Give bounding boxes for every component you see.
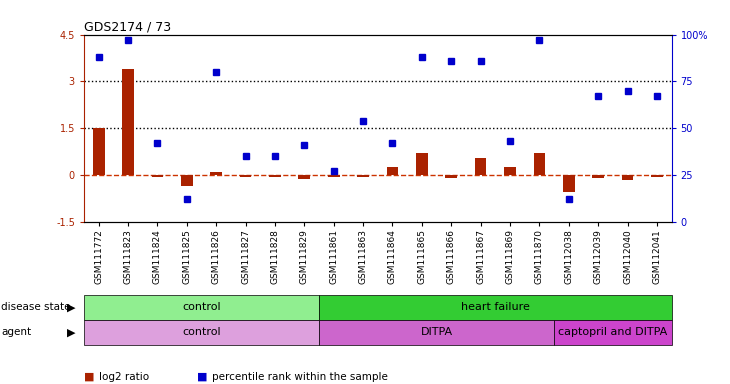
Text: ■: ■ xyxy=(197,372,207,382)
Text: ▶: ▶ xyxy=(66,302,75,313)
Bar xyxy=(181,175,193,186)
Text: disease state: disease state xyxy=(1,302,71,313)
Bar xyxy=(504,167,516,175)
Text: captopril and DITPA: captopril and DITPA xyxy=(558,327,667,338)
Text: agent: agent xyxy=(1,327,31,338)
Text: control: control xyxy=(182,302,220,313)
Bar xyxy=(84,295,319,320)
Bar xyxy=(554,320,672,345)
Bar xyxy=(93,128,104,175)
Bar xyxy=(84,320,319,345)
Text: ▶: ▶ xyxy=(66,327,75,338)
Bar xyxy=(269,175,281,177)
Bar xyxy=(357,175,369,177)
Bar xyxy=(299,175,310,179)
Bar xyxy=(563,175,575,192)
Text: percentile rank within the sample: percentile rank within the sample xyxy=(212,372,388,382)
Bar xyxy=(651,175,663,177)
Text: GDS2174 / 73: GDS2174 / 73 xyxy=(84,20,171,33)
Bar xyxy=(328,175,339,177)
Bar xyxy=(319,295,672,320)
Bar xyxy=(592,175,604,178)
Bar xyxy=(534,153,545,175)
Bar xyxy=(319,320,554,345)
Bar xyxy=(622,175,634,180)
Text: heart failure: heart failure xyxy=(461,302,530,313)
Bar xyxy=(445,175,457,178)
Text: control: control xyxy=(182,327,220,338)
Bar xyxy=(474,158,486,175)
Bar xyxy=(122,69,134,175)
Bar xyxy=(210,172,222,175)
Bar xyxy=(152,175,164,177)
Bar xyxy=(239,175,251,177)
Text: log2 ratio: log2 ratio xyxy=(99,372,149,382)
Text: DITPA: DITPA xyxy=(420,327,453,338)
Text: ■: ■ xyxy=(84,372,94,382)
Bar xyxy=(416,153,428,175)
Bar xyxy=(387,167,399,175)
